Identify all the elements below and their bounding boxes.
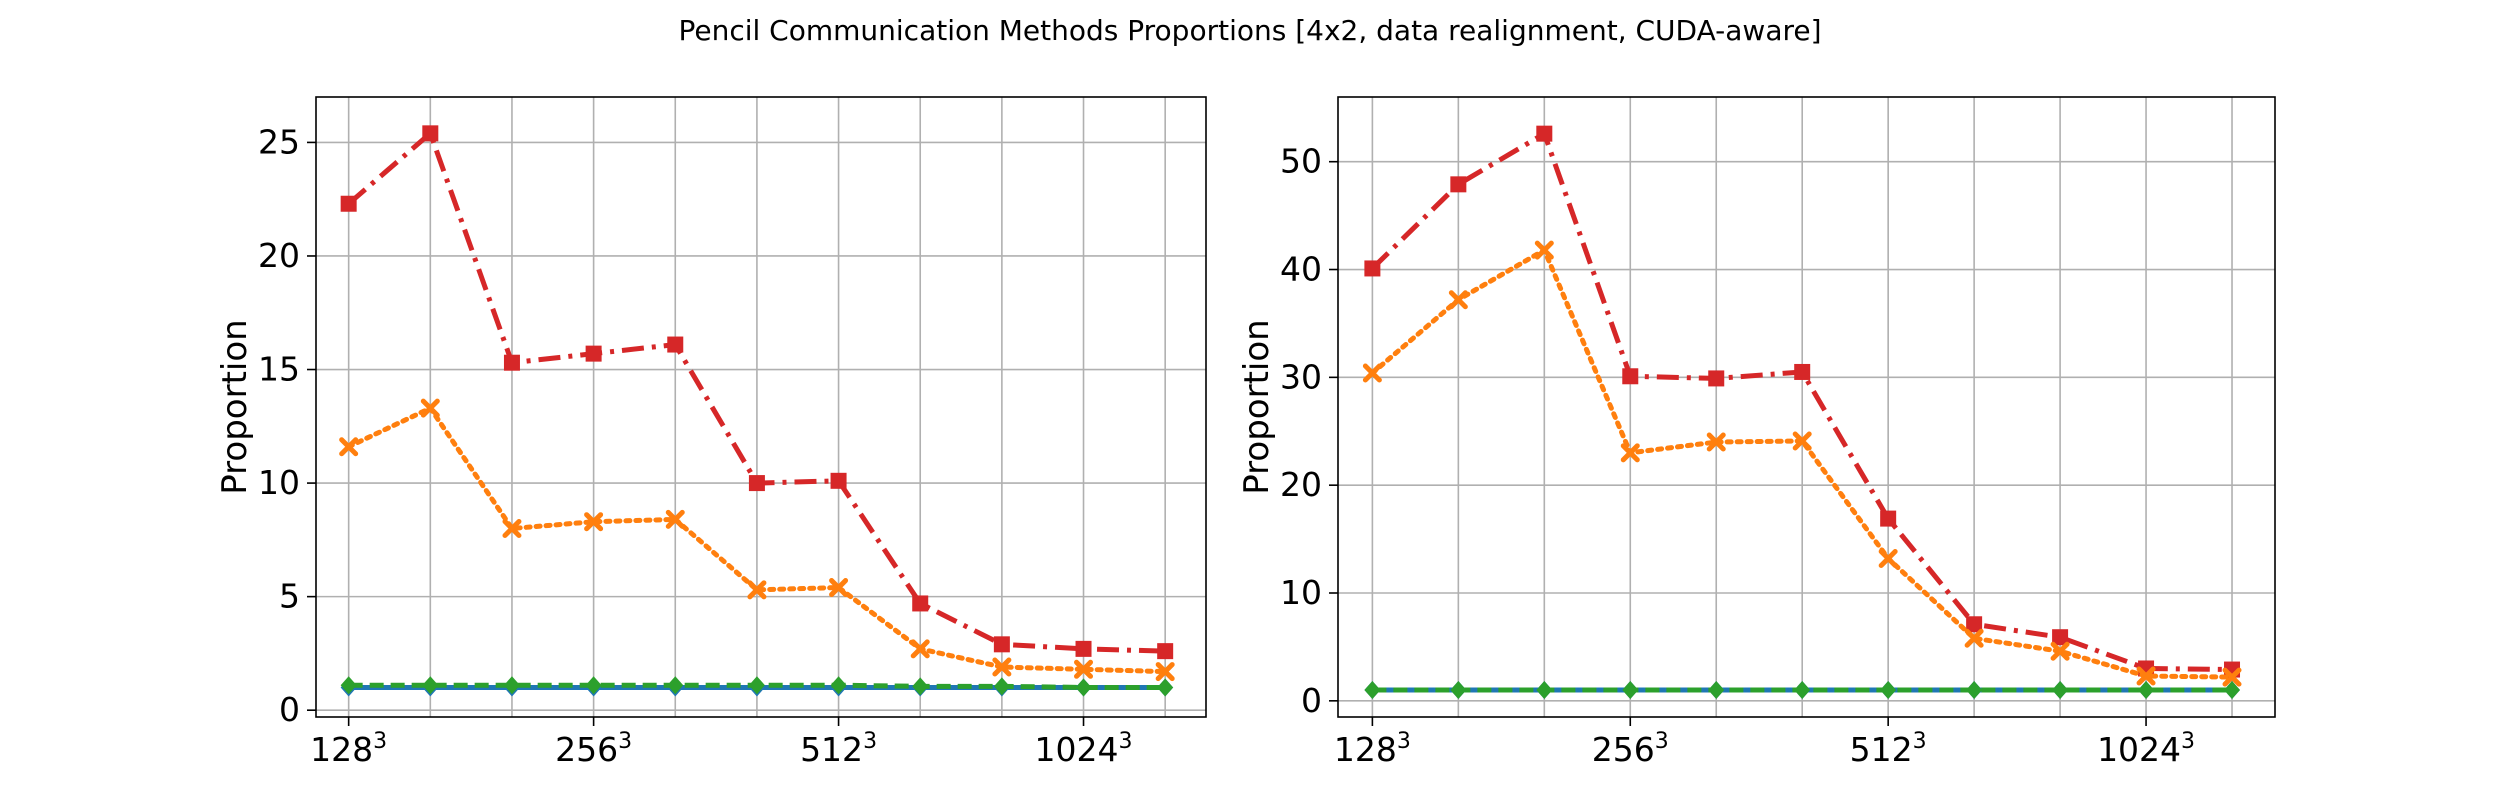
data-point-diamond	[1157, 678, 1174, 697]
data-point-x	[1155, 662, 1175, 682]
y-tick-label: 40	[1280, 250, 1322, 289]
data-point-diamond	[585, 676, 602, 695]
data-point-square	[1966, 616, 1983, 633]
series-orange	[339, 398, 1175, 682]
data-point-x	[2050, 641, 2070, 661]
data-point-diamond	[1075, 678, 1092, 697]
data-point-diamond	[1450, 681, 1467, 700]
axes-frame	[1337, 96, 2276, 718]
data-point-diamond	[1622, 681, 1639, 700]
x-tick-label: 2563	[1592, 729, 1669, 769]
data-point-diamond	[748, 676, 765, 695]
plot-panel-1: 0 5 10 15 20 25 1283 2563 5123 10243 Proportion	[215, 96, 1207, 769]
data-point-square	[830, 472, 847, 489]
data-point-square	[340, 195, 357, 212]
data-point-diamond	[503, 676, 520, 695]
y-axis-label: Proportion	[1237, 319, 1277, 494]
data-point-x	[339, 437, 359, 457]
data-point-square	[1157, 643, 1174, 660]
data-point-square	[1536, 125, 1553, 142]
x-tick-label: 1283	[1334, 729, 1411, 769]
y-tick-label: 10	[1280, 573, 1322, 612]
data-point-x	[1448, 290, 1468, 310]
series-green	[340, 676, 1174, 697]
data-point-x	[1620, 443, 1640, 463]
y-tick-label: 20	[1280, 465, 1322, 504]
data-point-diamond	[1536, 681, 1553, 700]
data-point-square	[1075, 640, 1092, 657]
data-point-x	[747, 580, 767, 600]
x-tick-label: 5123	[1850, 729, 1927, 769]
y-tick-label: 15	[258, 350, 300, 389]
x-tick-label: 5123	[800, 729, 877, 769]
figure-title: Pencil Communication Methods Proportions…	[678, 14, 1822, 47]
data-point-square	[503, 354, 520, 371]
y-tick-label: 20	[258, 236, 300, 275]
series-red	[340, 125, 1174, 660]
data-point-diamond	[422, 676, 439, 695]
data-point-x	[1706, 432, 1726, 452]
y-tick-label: 25	[258, 122, 300, 161]
data-point-x	[502, 519, 522, 539]
data-point-x	[584, 512, 604, 532]
data-point-x	[1792, 431, 1812, 451]
data-point-x	[2136, 666, 2156, 686]
data-point-x	[2222, 667, 2242, 687]
data-point-square	[748, 475, 765, 492]
data-point-square	[1622, 368, 1639, 385]
y-tick-label: 0	[279, 690, 300, 729]
data-point-x	[665, 509, 685, 529]
data-point-diamond	[993, 677, 1010, 696]
data-point-x	[1534, 240, 1554, 260]
y-tick-label: 10	[258, 463, 300, 502]
data-point-diamond	[1880, 681, 1897, 700]
data-point-square	[2052, 629, 2069, 646]
data-point-diamond	[1794, 681, 1811, 700]
data-point-square	[1450, 176, 1467, 193]
data-point-x	[910, 639, 930, 659]
x-tick-label: 2563	[555, 729, 632, 769]
x-tick-label: 10243	[2097, 729, 2195, 769]
data-point-square	[422, 125, 439, 142]
data-point-square	[585, 345, 602, 362]
y-tick-label: 50	[1280, 142, 1322, 181]
data-point-x	[1074, 659, 1094, 679]
data-point-diamond	[340, 676, 357, 695]
data-point-x	[829, 578, 849, 598]
y-axis-label: Proportion	[215, 319, 255, 494]
data-point-diamond	[1364, 681, 1381, 700]
data-point-x	[1878, 548, 1898, 568]
data-point-diamond	[830, 676, 847, 695]
data-point-square	[1364, 260, 1381, 277]
data-point-square	[912, 595, 929, 612]
data-point-diamond	[2138, 681, 2155, 700]
data-point-square	[1708, 370, 1725, 387]
data-point-diamond	[2224, 681, 2241, 700]
data-point-x	[420, 398, 440, 418]
data-point-diamond	[2052, 681, 2069, 700]
data-point-diamond	[1966, 681, 1983, 700]
y-tick-label: 5	[279, 577, 300, 616]
data-point-diamond	[912, 677, 929, 696]
series-line	[346, 405, 1168, 675]
y-tick-label: 30	[1280, 357, 1322, 396]
data-point-x	[992, 657, 1012, 677]
data-point-diamond	[1708, 681, 1725, 700]
series-orange	[1362, 240, 2242, 687]
data-point-x	[1964, 628, 1984, 648]
y-tick-label: 0	[1301, 681, 1322, 720]
axes-frame	[315, 96, 1207, 718]
data-point-square	[667, 336, 684, 353]
data-point-square	[993, 636, 1010, 653]
data-point-square	[1880, 510, 1897, 527]
plot-panel-2: 0 10 20 30 40 50 1283 2563 5123 10243 Proportion	[1237, 96, 2276, 769]
data-point-square	[1794, 363, 1811, 380]
data-point-x	[1362, 363, 1382, 383]
x-tick-label: 10243	[1035, 729, 1133, 769]
series-green	[1364, 681, 2241, 700]
data-point-diamond	[667, 676, 684, 695]
x-tick-label: 1283	[310, 729, 387, 769]
